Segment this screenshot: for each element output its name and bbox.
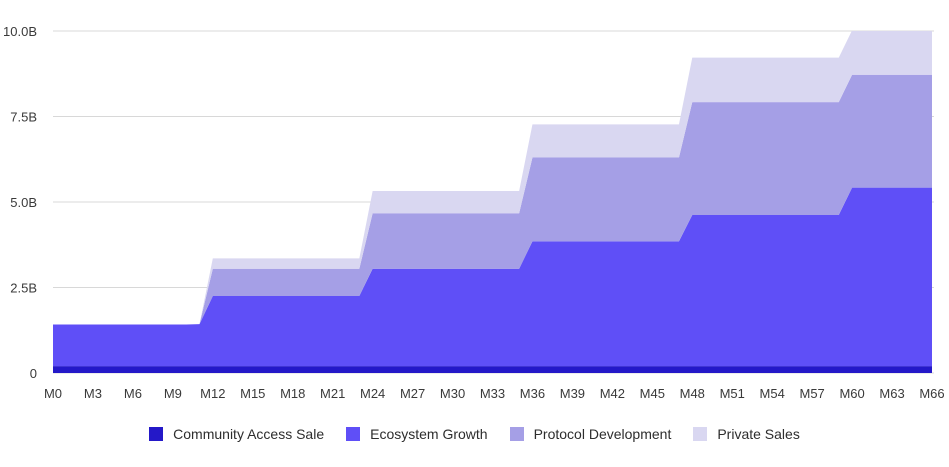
area-series-group	[53, 31, 932, 373]
legend-swatch	[149, 427, 164, 441]
x-tick-label: M0	[44, 386, 62, 401]
chart-legend: Community Access Sale Ecosystem Growth Pro…	[0, 426, 949, 442]
y-tick-label: 2.5B	[10, 281, 37, 296]
x-tick-label: M6	[124, 386, 142, 401]
legend-item: Ecosystem Growth	[346, 426, 488, 442]
y-tick-label: 0	[30, 366, 37, 381]
x-tick-label: M18	[280, 386, 305, 401]
area-series-private-sales	[53, 31, 932, 325]
x-tick-label: M45	[640, 386, 665, 401]
x-tick-label: M24	[360, 386, 385, 401]
x-tick-label: M21	[320, 386, 345, 401]
legend-label: Protocol Development	[533, 426, 672, 442]
x-tick-label: M54	[760, 386, 785, 401]
x-tick-label: M36	[520, 386, 545, 401]
x-tick-label: M60	[839, 386, 864, 401]
legend-item: Protocol Development	[509, 426, 672, 442]
x-tick-label: M39	[560, 386, 585, 401]
legend-swatch	[693, 427, 708, 441]
y-tick-label: 10.0B	[3, 24, 37, 39]
x-tick-label: M48	[680, 386, 705, 401]
legend-item: Private Sales	[693, 426, 800, 442]
x-tick-label: M3	[84, 386, 102, 401]
x-tick-label: M57	[799, 386, 824, 401]
x-tick-label: M66	[919, 386, 944, 401]
area-series-community-access-sale	[53, 366, 932, 373]
x-tick-label: M27	[400, 386, 425, 401]
x-tick-label: M33	[480, 386, 505, 401]
x-tick-label: M42	[600, 386, 625, 401]
stacked-area-chart: 0 2.5B 5.0B 7.5B 10.0B M0 M3 M6 M9 M12 M15 M18 M21 M2…	[3, 24, 945, 401]
y-tick-label: 7.5B	[10, 110, 37, 125]
x-tick-label: M51	[720, 386, 745, 401]
legend-label: Community Access Sale	[173, 426, 325, 442]
legend-swatch	[346, 427, 361, 441]
legend-label: Ecosystem Growth	[370, 426, 488, 442]
x-tick-label: M12	[200, 386, 225, 401]
axes: 0 2.5B 5.0B 7.5B 10.0B M0 M3 M6 M9 M12 M15 M18 M21 M2…	[3, 24, 945, 401]
area-series-ecosystem-growth	[53, 187, 932, 367]
legend-item: Community Access Sale	[149, 426, 324, 442]
x-tick-label: M15	[240, 386, 265, 401]
x-tick-label: M63	[879, 386, 904, 401]
area-series-protocol-development	[53, 74, 932, 325]
y-tick-label: 5.0B	[10, 195, 37, 210]
legend-label: Private Sales	[717, 426, 800, 442]
x-tick-label: M9	[164, 386, 182, 401]
x-tick-label: M30	[440, 386, 465, 401]
legend-swatch	[509, 427, 524, 441]
